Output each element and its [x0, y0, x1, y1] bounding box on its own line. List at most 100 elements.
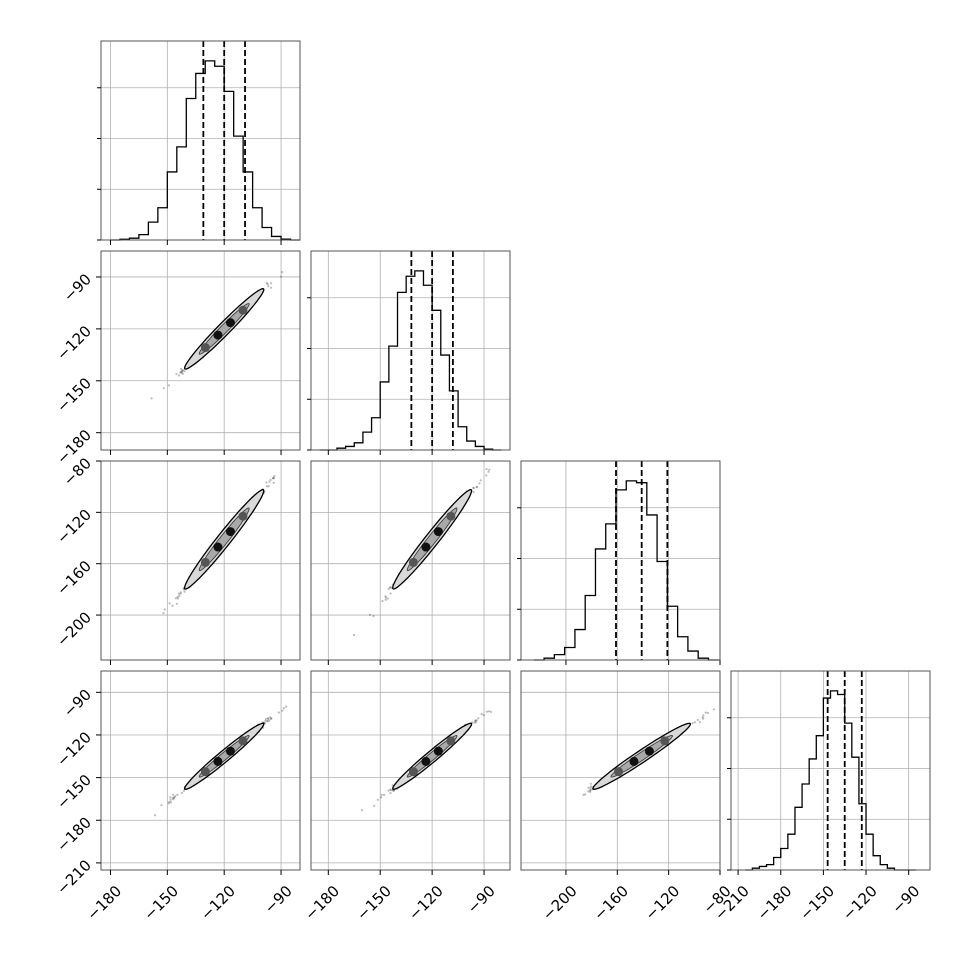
scatter-point: [698, 721, 702, 724]
scatter-point: [472, 487, 475, 490]
histogram-0: [110, 60, 300, 241]
scatter-point: [181, 369, 184, 372]
y-tick-label: −180: [53, 814, 95, 856]
scatter-point: [389, 789, 393, 792]
density-peak: [446, 736, 456, 746]
panel-2-2: [520, 460, 721, 661]
scatter-point: [589, 790, 592, 794]
scatter-point: [267, 717, 270, 720]
density-peak: [213, 542, 223, 552]
scatter-point: [179, 592, 182, 595]
x-tick-label: −180: [754, 882, 796, 924]
x-tick-label: −120: [642, 882, 684, 924]
x-tick-label: −150: [140, 882, 182, 924]
scatter-point: [389, 586, 392, 589]
scatter-point: [380, 793, 383, 796]
scatter-point: [172, 793, 175, 796]
density-peak: [200, 767, 210, 777]
scatter-point: [265, 282, 268, 285]
scatter-point: [272, 476, 275, 480]
scatter-point: [180, 367, 183, 370]
scatter-point: [267, 485, 270, 488]
density-peak: [200, 343, 210, 353]
scatter-point: [281, 709, 284, 712]
y-tick-label: −150: [53, 771, 95, 813]
scatter-point: [181, 369, 184, 372]
scatter-point: [269, 282, 273, 285]
scatter-point: [173, 796, 176, 799]
scatter-point: [272, 477, 275, 480]
y-tick-label: −200: [53, 608, 95, 650]
scatter-point: [389, 792, 392, 795]
scatter-point: [712, 708, 716, 711]
density-peak: [433, 527, 443, 537]
contour-inner-3-1: [406, 734, 458, 778]
scatter-point: [175, 372, 178, 376]
x-tick-label: −160: [590, 882, 632, 924]
scatter-point: [479, 479, 482, 482]
scatter-point: [386, 597, 389, 600]
scatter-point: [477, 717, 480, 720]
scatter-point: [167, 802, 170, 805]
scatter-point: [285, 705, 288, 708]
scatter-point: [180, 370, 183, 373]
scatter-point: [264, 719, 267, 722]
x-tick-label: −150: [796, 882, 838, 924]
panel-0-0: [100, 40, 301, 241]
scatter-point: [177, 592, 180, 595]
scatter-point: [584, 793, 587, 796]
scatter-point: [277, 711, 280, 714]
scatter-point: [163, 608, 166, 611]
scatter-point: [171, 797, 174, 800]
scatter-point: [702, 717, 705, 720]
scatter-point: [264, 722, 267, 725]
scatter-point: [376, 798, 379, 801]
density-peak: [225, 527, 235, 537]
scatter-point: [174, 597, 177, 600]
panel-3-2: [520, 670, 721, 871]
scatter-point: [702, 714, 705, 717]
scatter-point: [691, 722, 694, 725]
density-peak: [421, 756, 431, 766]
contour-inner-3-0: [198, 734, 250, 778]
density-peak: [629, 756, 639, 766]
scatter-point: [482, 714, 485, 717]
scatter-point: [264, 717, 267, 721]
scatter-point: [474, 719, 477, 722]
scatter-point: [180, 371, 183, 374]
scatter-point: [485, 474, 488, 477]
x-tick-label: −90: [888, 882, 923, 917]
scatter-point: [582, 793, 585, 797]
scatter-point: [174, 795, 177, 798]
contour-inner-1-0: [198, 303, 250, 355]
scatter-point: [696, 718, 699, 722]
scatter-point: [265, 481, 268, 484]
scatter-point: [272, 481, 275, 484]
scatter-point: [267, 717, 270, 720]
scatter-point: [392, 789, 395, 792]
scatter-point: [270, 286, 273, 289]
scatter-point: [169, 801, 173, 804]
scatter-point: [178, 594, 181, 598]
y-tick-label: −120: [53, 322, 95, 364]
density-peak: [446, 511, 456, 521]
scatter-point: [267, 285, 270, 288]
scatter-point: [473, 721, 476, 724]
x-tick-label: −120: [197, 882, 239, 924]
scatter-point: [266, 283, 269, 286]
scatter-point: [150, 397, 153, 400]
density-peak: [238, 305, 248, 315]
scatter-point: [172, 798, 175, 801]
scatter-point: [268, 480, 271, 483]
x-tick-label: −90: [464, 882, 499, 917]
density-peak: [200, 557, 210, 567]
scatter-point: [587, 786, 590, 790]
scatter-point: [589, 786, 592, 789]
density-peak: [614, 767, 624, 777]
y-tick-label: −210: [53, 856, 95, 898]
scatter-point: [487, 710, 490, 713]
scatter-point: [180, 371, 183, 374]
scatter-point: [587, 790, 590, 793]
density-peak: [408, 557, 418, 567]
